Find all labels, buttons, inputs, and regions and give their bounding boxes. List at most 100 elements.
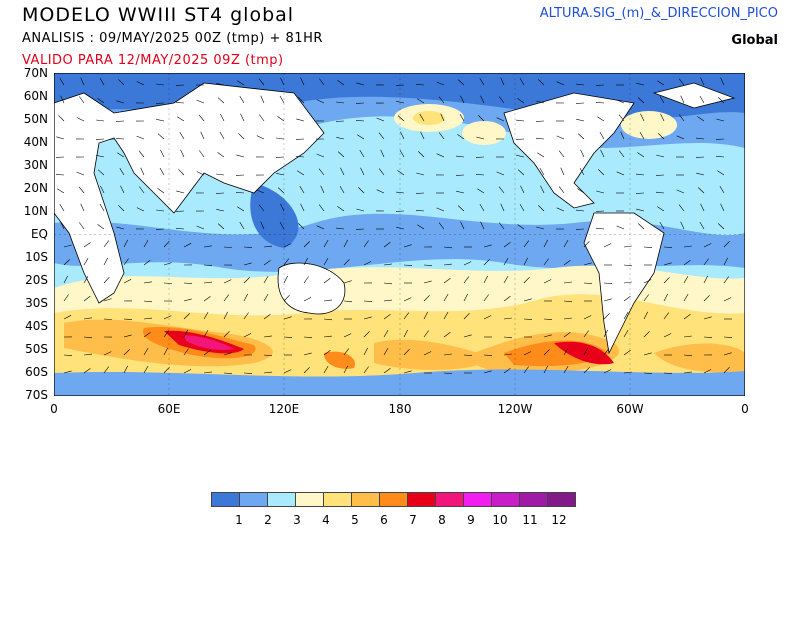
direction-arrow [217, 223, 225, 230]
direction-arrow [699, 221, 705, 230]
direction-arrow [83, 295, 91, 302]
direction-arrow [180, 149, 185, 158]
direction-arrow [636, 208, 645, 212]
direction-arrow [357, 134, 365, 140]
direction-arrow [217, 97, 225, 104]
graticule [54, 73, 745, 396]
direction-arrow [603, 369, 612, 374]
direction-arrow [303, 352, 312, 356]
lat-label: 10S [25, 250, 48, 264]
direction-arrow [243, 246, 253, 248]
lat-label: 60S [25, 365, 48, 379]
direction-arrow [63, 370, 72, 374]
direction-arrow [116, 226, 125, 230]
direction-arrow [623, 311, 629, 320]
legend-label: 11 [522, 513, 538, 527]
direction-arrow [595, 227, 605, 230]
direction-arrow [123, 349, 130, 356]
direction-arrow [616, 171, 625, 176]
direction-arrow [623, 296, 631, 302]
direction-arrow [263, 260, 271, 266]
direction-arrow [203, 371, 212, 374]
legend-swatch [519, 492, 548, 507]
direction-arrow [517, 98, 525, 104]
direction-arrow [457, 205, 465, 212]
legend-swatch [379, 492, 408, 507]
direction-arrow [57, 188, 65, 194]
direction-arrow [96, 155, 105, 158]
direction-arrow [83, 336, 93, 339]
direction-arrow [479, 203, 485, 212]
wave-band-5m-npac [413, 111, 445, 125]
direction-arrow [603, 298, 612, 302]
legend-swatch [547, 492, 576, 507]
direction-arrow [80, 203, 85, 212]
direction-arrow [538, 205, 545, 212]
direction-arrow [243, 333, 252, 338]
direction-arrow [156, 119, 165, 122]
direction-arrow [240, 113, 245, 122]
direction-arrow [678, 204, 685, 212]
direction-arrow [663, 312, 669, 320]
direction-arrow [238, 133, 245, 140]
direction-arrow [423, 295, 430, 302]
direction-arrow [503, 336, 513, 339]
direction-arrow [183, 243, 192, 248]
direction-arrow [123, 318, 133, 320]
direction-arrow [323, 277, 331, 284]
direction-arrow [678, 78, 685, 86]
direction-arrow [256, 189, 265, 194]
wave-band-6m-spac [374, 339, 494, 370]
direction-arrow [119, 168, 125, 176]
direction-arrow [643, 311, 648, 320]
direction-arrow [543, 365, 548, 374]
direction-arrow [323, 365, 329, 374]
direction-arrow [543, 318, 553, 320]
direction-arrow [97, 98, 105, 104]
direction-arrow [703, 275, 708, 284]
direction-arrow [603, 282, 613, 284]
direction-arrow [399, 149, 405, 158]
direction-arrow [200, 131, 205, 140]
direction-arrow [160, 149, 165, 158]
direction-arrow [163, 240, 170, 248]
direction-arrow [583, 315, 592, 320]
direction-arrow [97, 224, 105, 230]
direction-arrow [295, 156, 305, 158]
direction-arrow [83, 275, 89, 284]
direction-arrow [355, 120, 365, 122]
direction-arrow [56, 136, 65, 140]
direction-arrow [480, 221, 485, 230]
direction-arrow [543, 334, 552, 338]
legend-label: 9 [467, 513, 475, 527]
lon-label: 0 [50, 402, 58, 416]
direction-arrow [583, 282, 593, 284]
direction-arrow [676, 135, 685, 140]
wave-band-4m-natl [621, 111, 677, 139]
direction-arrow [363, 300, 373, 302]
direction-arrow [83, 353, 93, 356]
direction-arrow [319, 78, 325, 86]
direction-arrow [456, 190, 465, 194]
direction-arrow [483, 294, 489, 302]
direction-arrow [316, 225, 325, 230]
direction-arrow [443, 278, 451, 284]
direction-arrow [360, 167, 365, 176]
direction-arrow [523, 276, 530, 284]
direction-arrow [443, 353, 452, 356]
direction-arrow [103, 366, 110, 374]
direction-arrow [303, 241, 310, 248]
direction-arrow [423, 264, 433, 266]
direction-arrow [643, 279, 652, 284]
direction-arrow [296, 118, 305, 122]
direction-arrow [683, 335, 692, 338]
direction-arrow [263, 354, 273, 357]
lon-label: 120W [497, 402, 533, 416]
direction-arrow [136, 207, 145, 212]
direction-arrow [380, 149, 385, 158]
direction-arrow [223, 352, 232, 356]
direction-arrow [63, 259, 70, 266]
direction-arrow [363, 240, 369, 248]
direction-arrow [83, 258, 89, 266]
direction-arrow [279, 95, 285, 104]
